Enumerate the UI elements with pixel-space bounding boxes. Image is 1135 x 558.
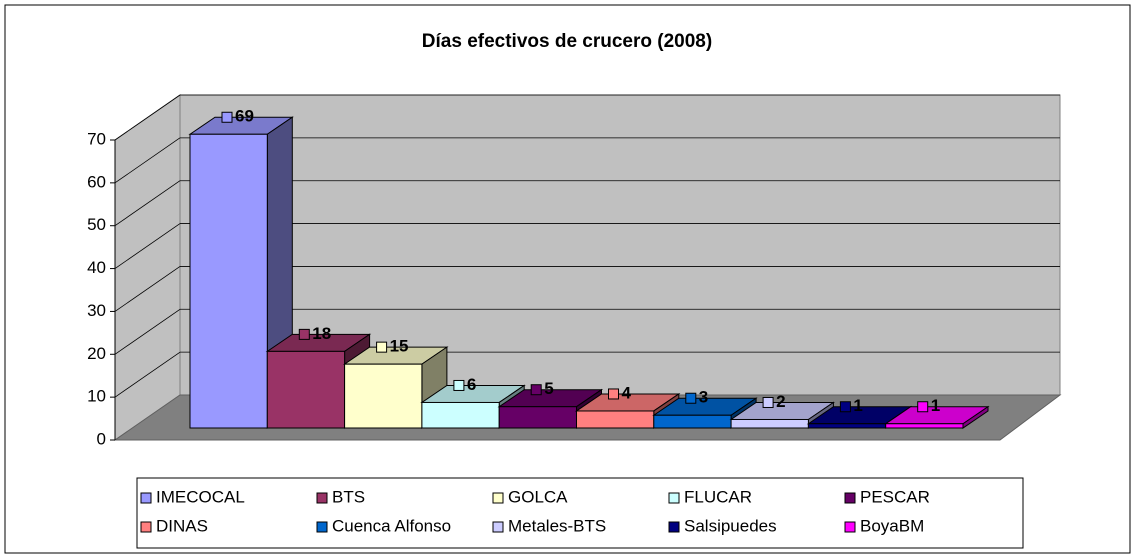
y-tick-label: 10: [87, 387, 106, 406]
grid-line: [114, 180, 181, 227]
grid-line: [114, 94, 181, 141]
bar: [576, 410, 655, 429]
bar: [189, 133, 268, 429]
value-label: 69: [235, 107, 254, 126]
value-marker: [298, 328, 310, 340]
value-marker: [376, 341, 388, 353]
legend-label: FLUCAR: [684, 487, 752, 506]
legend-swatch: [844, 492, 856, 504]
value-label: 15: [390, 337, 409, 356]
value-marker: [530, 384, 542, 396]
chart-title: Días efectivos de crucero (2008): [422, 31, 712, 52]
value-marker: [453, 379, 465, 391]
grid-line: [114, 266, 181, 312]
legend-swatch: [316, 492, 328, 504]
bar: [730, 418, 809, 429]
legend-swatch: [844, 521, 856, 533]
legend-label: IMECOCAL: [156, 487, 245, 506]
grid-line: [114, 137, 181, 184]
y-tick-label: 70: [87, 129, 106, 148]
grid-line: [114, 223, 181, 269]
y-tick-label: 40: [87, 258, 106, 277]
value-marker: [608, 388, 619, 400]
legend-swatch: [316, 521, 328, 533]
value-label: 3: [699, 388, 708, 407]
legend-label: BTS: [332, 487, 365, 506]
bar: [266, 350, 346, 429]
value-label: 6: [467, 375, 476, 394]
y-tick-label: 20: [87, 344, 106, 363]
y-tick-label: 50: [87, 215, 106, 234]
legend-label: Metales-BTS: [508, 516, 606, 535]
legend-label: GOLCA: [508, 487, 568, 506]
legend-swatch: [492, 492, 504, 504]
legend-swatch: [492, 521, 504, 533]
bar: [653, 414, 732, 429]
legend-swatch: [668, 521, 680, 533]
bar: [885, 423, 964, 429]
value-label: 5: [544, 379, 553, 398]
value-marker: [762, 396, 774, 408]
legend-label: Cuenca Alfonso: [332, 516, 451, 535]
bar: [344, 363, 423, 429]
bar: [421, 401, 500, 429]
value-marker: [917, 401, 929, 413]
value-label: 2: [776, 392, 785, 411]
y-tick-label: 60: [87, 172, 106, 191]
grid-line: [114, 351, 181, 398]
value-label: 18: [312, 324, 331, 343]
value-marker: [839, 401, 851, 413]
grid-line: [114, 308, 181, 355]
value-label: 1: [853, 396, 862, 415]
y-tick-label: 0: [97, 429, 106, 448]
legend-label: DINAS: [156, 516, 208, 535]
legend-swatch: [668, 492, 680, 504]
bar: [807, 423, 887, 429]
value-marker: [221, 111, 233, 123]
side-wall: [114, 94, 181, 441]
legend-label: BoyaBM: [860, 516, 924, 535]
value-label: 1: [931, 396, 940, 415]
value-label: 4: [622, 383, 632, 402]
legend-swatch: [140, 521, 152, 533]
y-tick-label: 30: [87, 301, 106, 320]
legend-label: Salsipuedes: [684, 516, 777, 535]
value-marker: [685, 392, 697, 404]
legend-swatch: [140, 492, 152, 504]
bar: [498, 406, 578, 429]
legend: [136, 477, 1024, 549]
legend-label: PESCAR: [860, 487, 930, 506]
